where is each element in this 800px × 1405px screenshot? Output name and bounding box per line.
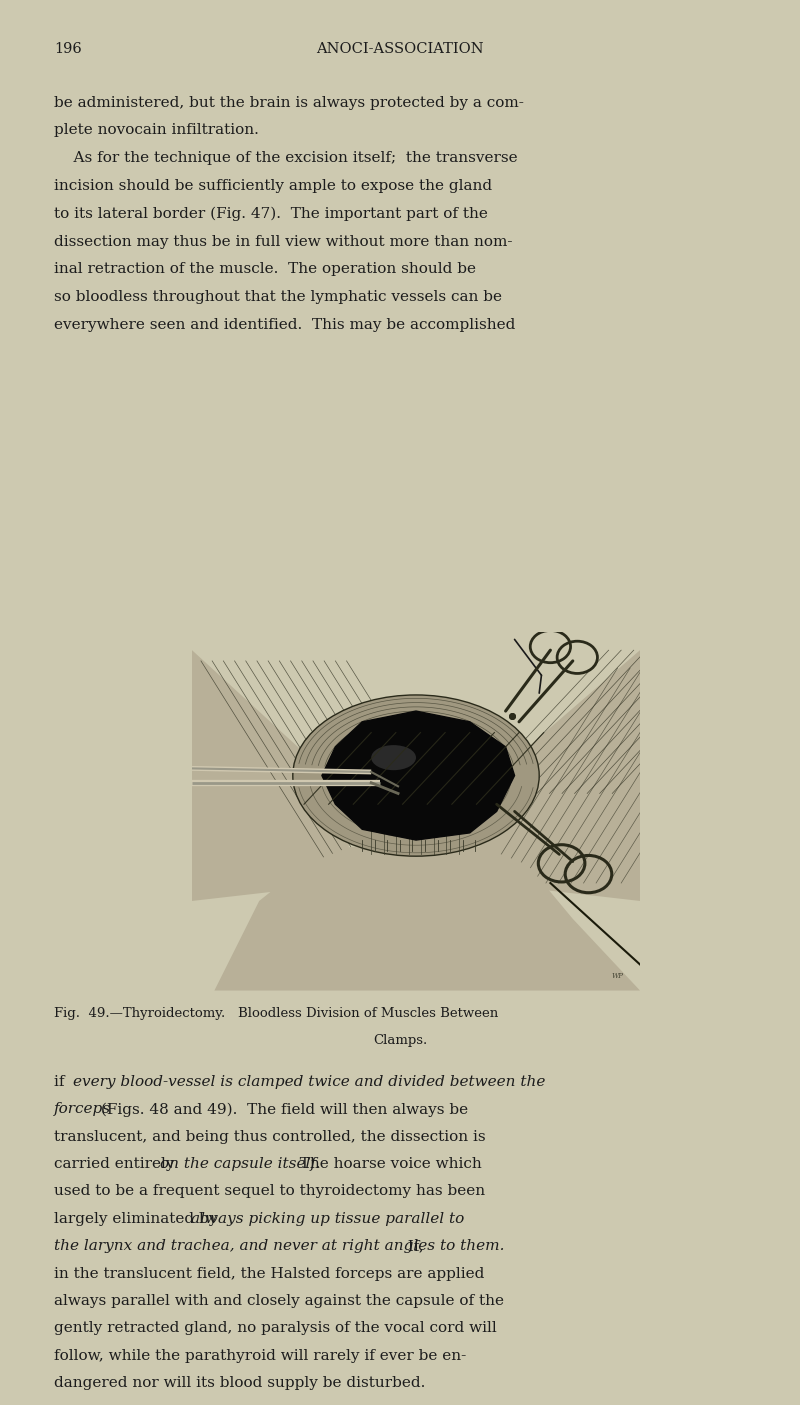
Text: carried entirely: carried entirely xyxy=(54,1158,180,1170)
Text: 196: 196 xyxy=(54,42,82,56)
Text: so bloodless throughout that the lymphatic vessels can be: so bloodless throughout that the lymphat… xyxy=(54,291,502,305)
Text: incision should be sufficiently ample to expose the gland: incision should be sufficiently ample to… xyxy=(54,178,493,192)
Text: gently retracted gland, no paralysis of the vocal cord will: gently retracted gland, no paralysis of … xyxy=(54,1321,497,1335)
Text: ANOCI-ASSOCIATION: ANOCI-ASSOCIATION xyxy=(316,42,484,56)
Text: Fig.  49.—Thyroidectomy.   Bloodless Division of Muscles Between: Fig. 49.—Thyroidectomy. Bloodless Divisi… xyxy=(54,1007,498,1020)
Text: dissection may thus be in full view without more than nom-: dissection may thus be in full view with… xyxy=(54,235,513,249)
Text: translucent, and being thus controlled, the dissection is: translucent, and being thus controlled, … xyxy=(54,1130,486,1144)
Text: in the translucent field, the Halsted forceps are applied: in the translucent field, the Halsted fo… xyxy=(54,1267,485,1280)
Text: the larynx and trachea, and never at right angles to them.: the larynx and trachea, and never at rig… xyxy=(54,1239,505,1253)
Text: (Figs. 48 and 49).  The field will then always be: (Figs. 48 and 49). The field will then a… xyxy=(96,1102,468,1117)
Text: dangered nor will its blood supply be disturbed.: dangered nor will its blood supply be di… xyxy=(54,1377,426,1390)
Text: follow, while the parathyroid will rarely if ever be en-: follow, while the parathyroid will rarel… xyxy=(54,1349,466,1363)
Text: inal retraction of the muscle.  The operation should be: inal retraction of the muscle. The opera… xyxy=(54,263,477,277)
Ellipse shape xyxy=(371,745,416,770)
Text: WP: WP xyxy=(612,972,624,979)
Text: used to be a frequent sequel to thyroidectomy has been: used to be a frequent sequel to thyroide… xyxy=(54,1184,486,1198)
Text: to its lateral border (Fig. 47).  The important part of the: to its lateral border (Fig. 47). The imp… xyxy=(54,207,488,221)
Text: always parallel with and closely against the capsule of the: always parallel with and closely against… xyxy=(54,1294,504,1308)
Text: forceps: forceps xyxy=(54,1102,111,1116)
Polygon shape xyxy=(214,840,640,991)
Text: Clamps.: Clamps. xyxy=(373,1034,427,1047)
Polygon shape xyxy=(474,651,640,901)
Text: largely eliminated by: largely eliminated by xyxy=(54,1211,222,1225)
Text: on the capsule itself.: on the capsule itself. xyxy=(160,1158,320,1170)
Polygon shape xyxy=(322,711,514,840)
Text: always picking up tissue parallel to: always picking up tissue parallel to xyxy=(190,1211,464,1225)
Text: if: if xyxy=(54,1075,70,1089)
Text: plete novocain infiltration.: plete novocain infiltration. xyxy=(54,124,259,138)
Text: If,: If, xyxy=(398,1239,423,1253)
Text: The hoarse voice which: The hoarse voice which xyxy=(290,1158,482,1170)
Text: As for the technique of the excision itself;  the transverse: As for the technique of the excision its… xyxy=(54,152,518,166)
Polygon shape xyxy=(192,651,349,901)
Text: every blood-vessel is clamped twice and divided between the: every blood-vessel is clamped twice and … xyxy=(73,1075,546,1089)
Ellipse shape xyxy=(293,695,539,856)
Text: everywhere seen and identified.  This may be accomplished: everywhere seen and identified. This may… xyxy=(54,318,516,332)
Text: be administered, but the brain is always protected by a com-: be administered, but the brain is always… xyxy=(54,96,524,110)
